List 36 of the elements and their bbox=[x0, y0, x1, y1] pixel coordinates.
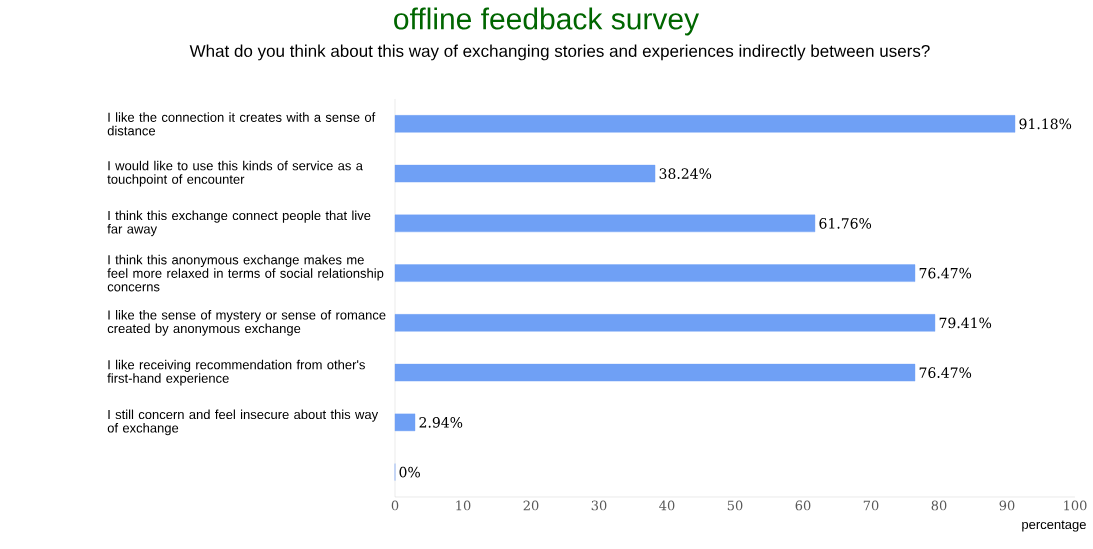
x-tick-label: 70 bbox=[863, 500, 879, 511]
x-tick-label: 10 bbox=[456, 500, 471, 511]
x-tick-label: 30 bbox=[591, 500, 607, 511]
chart-title: offline feedback survey bbox=[394, 7, 700, 36]
bar bbox=[394, 363, 916, 382]
y-tick-label: I like receiving recommendation from other's first-hand experience bbox=[107, 359, 365, 386]
x-tick-label: 100 bbox=[1064, 500, 1087, 511]
y-tick-label: I would like to use this kinds of service as a touchpoint of encounter bbox=[107, 160, 363, 187]
data-label: 2.94% bbox=[419, 417, 463, 428]
x-tick-label: 80 bbox=[931, 500, 947, 511]
data-label: 79.41% bbox=[939, 317, 992, 329]
x-axis-title: percentage bbox=[1022, 520, 1086, 532]
chart-subtitle: What do you think about this way of exchanging stories and experiences indirectly between users? bbox=[189, 44, 930, 61]
bar bbox=[394, 413, 416, 432]
x-tick-label: 0 bbox=[391, 500, 399, 511]
data-label: 76.47% bbox=[919, 267, 972, 279]
x-tick-label: 90 bbox=[999, 500, 1015, 511]
x-tick-label: 60 bbox=[795, 500, 811, 511]
bar bbox=[394, 115, 1016, 133]
x-tick-label: 20 bbox=[523, 500, 539, 511]
bar bbox=[394, 164, 656, 183]
bar bbox=[394, 264, 916, 282]
bar bbox=[394, 214, 816, 233]
y-tick-label: I like the sense of mystery or sense of romance created by anonymous exchange bbox=[107, 310, 386, 336]
bar bbox=[394, 314, 936, 332]
x-tick-label: 40 bbox=[659, 500, 675, 511]
data-label: 61.76% bbox=[819, 218, 872, 229]
data-label: 38.24% bbox=[659, 168, 712, 179]
data-label: 76.47% bbox=[919, 367, 972, 378]
y-tick-label: I think this anonymous exchange makes me feel more relaxed in terms of social relationship concerns bbox=[107, 254, 384, 292]
x-tick-label: 50 bbox=[727, 500, 743, 511]
data-label: 91.18% bbox=[1019, 118, 1072, 130]
y-tick-label: I think this exchange connect people that live far away bbox=[107, 210, 371, 237]
y-tick-label: I still concern and feel insecure about this way of exchange bbox=[107, 409, 379, 436]
data-label: 0% bbox=[399, 466, 420, 478]
y-tick-label: I like the connection it creates with a sense of distance bbox=[107, 112, 376, 136]
